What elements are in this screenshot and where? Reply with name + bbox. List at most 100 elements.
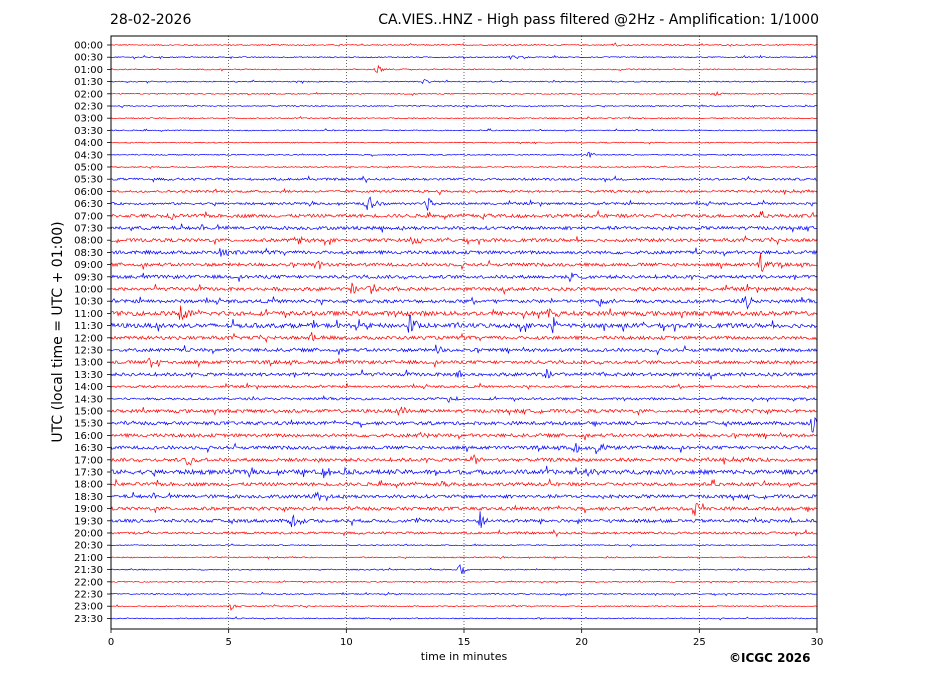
trace-0100 (110, 64, 818, 74)
trace-0730 (110, 223, 818, 233)
row-label: 14:00 (74, 382, 103, 393)
grid-lines (228, 36, 700, 629)
trace-2100 (110, 555, 817, 560)
trace-1630 (110, 442, 818, 455)
row-label: 10:30 (74, 297, 103, 308)
row-label: 18:00 (74, 480, 103, 491)
trace-2130 (110, 563, 818, 574)
row-label: 05:30 (74, 175, 103, 186)
trace-0500 (111, 165, 818, 170)
trace-0030 (110, 54, 817, 60)
x-tick-label: 20 (575, 637, 588, 648)
x-tick-label: 5 (225, 637, 231, 648)
row-label: 06:00 (74, 187, 103, 198)
row-label: 00:00 (74, 41, 103, 52)
trace-1230 (110, 344, 818, 356)
trace-1000 (110, 282, 818, 296)
row-label: 20:00 (74, 529, 103, 540)
trace-1530 (110, 416, 818, 433)
row-label: 23:00 (74, 602, 103, 613)
trace-0000 (110, 42, 818, 47)
row-label: 09:30 (74, 272, 103, 283)
row-label: 17:30 (74, 468, 103, 479)
x-tick-label: 25 (693, 637, 706, 648)
trace-1430 (110, 394, 818, 404)
row-label: 01:00 (74, 65, 103, 76)
trace-1600 (110, 431, 818, 441)
trace-1400 (110, 382, 818, 391)
row-label: 19:30 (74, 516, 103, 527)
trace-0230 (110, 104, 818, 109)
trace-2330 (110, 616, 817, 621)
trace-2030 (110, 543, 818, 548)
trace-2200 (110, 579, 818, 584)
row-label: 21:30 (74, 565, 103, 576)
row-label: 05:00 (74, 163, 103, 174)
trace-0900 (110, 253, 818, 272)
row-label: 04:00 (74, 138, 103, 149)
x-axis-label: time in minutes (421, 650, 508, 663)
y-axis-label: UTC (local time = UTC + 01:00) (50, 221, 66, 442)
x-ticks: 0 5 10 15 20 25 30 (108, 629, 824, 648)
row-label: 02:30 (74, 102, 103, 113)
row-label: 17:00 (74, 455, 103, 466)
row-label: 16:00 (74, 431, 103, 442)
row-label: 15:00 (74, 407, 103, 418)
row-label: 20:30 (74, 541, 103, 552)
trace-0200 (110, 90, 818, 97)
trace-2000 (110, 529, 817, 538)
trace-0130 (110, 78, 818, 85)
trace-1900 (110, 502, 818, 516)
row-label: 00:30 (74, 53, 103, 64)
trace-0930 (110, 272, 818, 283)
row-label: 13:30 (74, 370, 103, 381)
trace-1030 (110, 296, 818, 310)
plot-frame (110, 35, 818, 630)
row-label: 03:00 (74, 114, 103, 125)
trace-0330 (110, 128, 818, 133)
trace-2300 (110, 604, 818, 612)
row-label: 08:00 (74, 236, 103, 247)
row-label: 06:30 (74, 199, 103, 210)
trace-0700 (110, 209, 818, 221)
x-tick-label: 15 (458, 637, 471, 648)
row-label: 16:30 (74, 443, 103, 454)
trace-0300 (110, 115, 818, 120)
header-date: 28-02-2026 (110, 12, 192, 28)
row-label: 12:30 (74, 346, 103, 357)
trace-1500 (110, 406, 817, 416)
x-tick-label: 30 (811, 637, 824, 648)
header-title: CA.VIES..HNZ - High pass filtered @2Hz -… (378, 12, 819, 28)
trace-1330 (110, 368, 818, 381)
trace-lines (110, 42, 818, 621)
trace-1800 (110, 477, 818, 489)
trace-2230 (110, 591, 818, 597)
x-tick-label: 10 (340, 637, 353, 648)
row-label: 19:00 (74, 504, 103, 515)
trace-0530 (110, 175, 817, 184)
x-tick-label: 0 (108, 637, 114, 648)
row-label: 04:30 (74, 150, 103, 161)
trace-0430 (110, 151, 818, 158)
row-label: 11:00 (74, 309, 103, 320)
row-label: 21:00 (74, 553, 103, 564)
trace-1130 (110, 314, 818, 334)
trace-1830 (110, 491, 818, 502)
row-label: 07:00 (74, 211, 103, 222)
row-label: 10:00 (74, 285, 103, 296)
trace-0400 (110, 141, 818, 145)
trace-0630 (110, 196, 818, 211)
row-label: 14:30 (74, 394, 103, 405)
trace-0830 (110, 247, 818, 257)
trace-0800 (110, 234, 818, 247)
trace-1700 (110, 453, 818, 466)
row-label: 13:00 (74, 358, 103, 369)
row-label: 02:00 (74, 89, 103, 100)
row-label: 11:30 (74, 321, 103, 332)
row-label: 03:30 (74, 126, 103, 137)
trace-1200 (110, 332, 818, 344)
row-label: 12:00 (74, 333, 103, 344)
row-label: 01:30 (74, 77, 103, 88)
